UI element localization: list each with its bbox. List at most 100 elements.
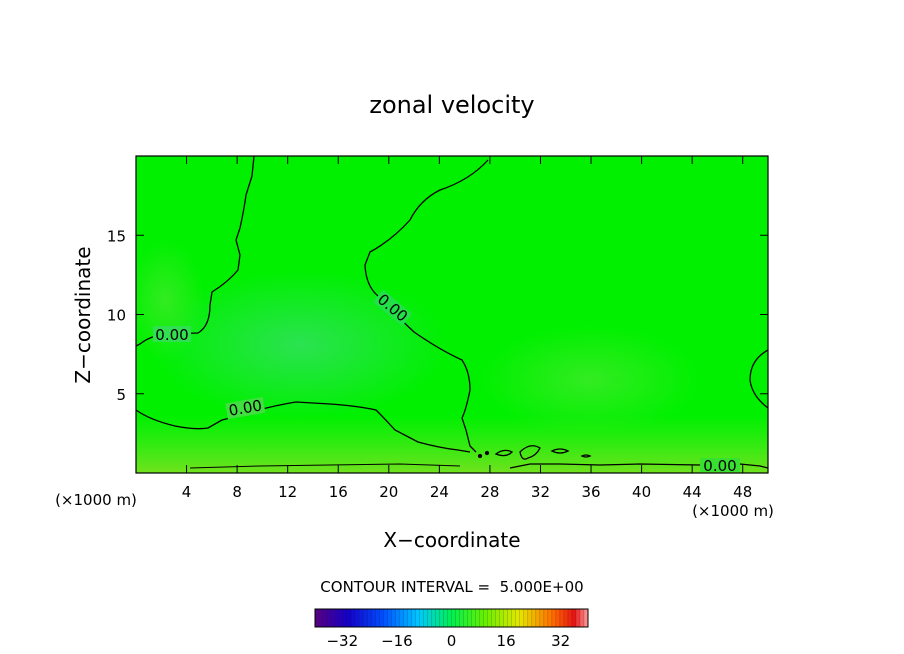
- colorbar-swatch: [511, 609, 517, 627]
- colorbar-swatch: [435, 609, 440, 627]
- colorbar-swatch: [475, 609, 480, 627]
- colorbar-tick-label: −32: [326, 632, 358, 650]
- field-shade-bottom: [136, 415, 768, 473]
- colorbar-swatch: [523, 609, 529, 627]
- x-tick-label: 40: [632, 483, 651, 501]
- colorbar-swatch: [515, 609, 521, 627]
- colorbar-swatch: [355, 609, 360, 627]
- colorbar-swatch: [575, 609, 581, 627]
- colorbar-swatch: [459, 609, 464, 627]
- colorbar-swatch: [547, 609, 553, 627]
- colorbar-swatch: [387, 609, 392, 627]
- colorbar-swatch: [323, 609, 328, 627]
- colorbar-swatch: [343, 609, 348, 627]
- colorbar-swatch: [347, 609, 352, 627]
- contour-dot-1: [477, 453, 483, 459]
- contour-right-edge: [749, 349, 768, 409]
- colorbar-swatch: [463, 609, 468, 627]
- colorbar-swatch: [455, 609, 460, 627]
- y-axis-ticks: 5 10 15: [107, 227, 768, 404]
- x-tick-label: 4: [182, 483, 192, 501]
- y-axis-label: Z−coordinate: [71, 246, 95, 383]
- colorbar-swatch: [439, 609, 444, 627]
- colorbar-swatch: [399, 609, 404, 627]
- colorbar-swatch: [451, 609, 456, 627]
- colorbar-swatch: [363, 609, 368, 627]
- y-tick-label: 10: [107, 307, 126, 325]
- x-tick-label: 24: [430, 483, 449, 501]
- colorbar-swatch: [571, 609, 577, 627]
- colorbar-swatch: [431, 609, 436, 627]
- colorbar-frame: [314, 608, 589, 628]
- colorbar-swatch: [359, 609, 364, 627]
- contour-blob-4: [580, 454, 592, 458]
- colorbar-swatch: [407, 609, 412, 627]
- colorbar-swatch: [559, 609, 565, 627]
- x-tick-label: 32: [531, 483, 550, 501]
- colorbar-swatch: [415, 609, 420, 627]
- colorbar-swatch: [391, 609, 396, 627]
- colorbar-swatch: [519, 609, 525, 627]
- y-tick-label: 15: [107, 227, 126, 245]
- x-axis-unit-left: (×1000 m): [55, 491, 137, 509]
- contour-center: [364, 159, 489, 453]
- colorbar-swatch: [503, 609, 509, 627]
- colorbar-swatch: [411, 609, 416, 627]
- colorbar-swatch: [327, 609, 332, 627]
- contour-lower: [136, 401, 471, 453]
- colorbar-swatch: [379, 609, 384, 627]
- colorbar-swatch: [371, 609, 376, 627]
- colorbar-swatch: [443, 609, 448, 627]
- colorbar-swatch: [579, 609, 585, 627]
- colorbar-tick-label: −16: [381, 632, 413, 650]
- x-tick-label: 12: [278, 483, 297, 501]
- x-tick-label: 36: [581, 483, 600, 501]
- x-tick-label: 44: [683, 483, 702, 501]
- colorbar-tick-label: 16: [497, 632, 516, 650]
- colorbar-swatch: [351, 609, 356, 627]
- colorbar-swatch: [339, 609, 344, 627]
- colorbar-swatch: [531, 609, 537, 627]
- x-tick-label: 48: [733, 483, 752, 501]
- colorbar-swatch: [527, 609, 533, 627]
- colorbar-swatch: [507, 609, 513, 627]
- colorbar-swatch: [491, 609, 496, 627]
- colorbar-swatch: [423, 609, 428, 627]
- colorbar-swatch: [331, 609, 336, 627]
- colorbar-swatch: [563, 609, 569, 627]
- x-tick-label: 16: [329, 483, 348, 501]
- colorbar-swatch: [447, 609, 452, 627]
- colorbar-swatch: [483, 609, 488, 627]
- colorbar-swatch: [479, 609, 484, 627]
- plot-area: 0.00 0.00 0.00 0.00: [136, 156, 768, 473]
- colorbar: [315, 609, 589, 627]
- x-axis-ticks: 4 8 12 16 20 24 28 32 36 40 44 48: [182, 156, 752, 501]
- contour-blob-1: [494, 449, 514, 457]
- colorbar-swatch: [319, 609, 324, 627]
- colorbar-tick-label: 32: [551, 632, 570, 650]
- contour-dot-2: [484, 450, 490, 456]
- colorbar-swatch: [315, 609, 320, 627]
- colorbar-swatch: [403, 609, 408, 627]
- colorbar-swatch: [543, 609, 549, 627]
- colorbar-swatch: [427, 609, 432, 627]
- colorbar-swatch: [539, 609, 545, 627]
- colorbar-tick-label: 0: [447, 632, 457, 650]
- colorbar-ticks: −32 −16 0 16 32: [326, 632, 570, 650]
- colorbar-swatch: [499, 609, 504, 627]
- colorbar-swatch: [555, 609, 561, 627]
- y-tick-label: 5: [116, 386, 126, 404]
- x-tick-label: 8: [232, 483, 242, 501]
- x-axis-label: X−coordinate: [383, 528, 520, 552]
- contour-interval-label: CONTOUR INTERVAL = 5.000E+00: [320, 578, 583, 596]
- chart-title: zonal velocity: [369, 91, 534, 119]
- colorbar-swatch: [375, 609, 380, 627]
- colorbar-swatch: [583, 609, 589, 627]
- field-shade-center: [150, 270, 450, 420]
- x-tick-label: 20: [379, 483, 398, 501]
- contour-label-left: 0.00: [155, 326, 188, 344]
- field-shade-right: [480, 325, 700, 435]
- contour-blob-2: [519, 445, 541, 460]
- colorbar-swatch: [383, 609, 388, 627]
- colorbar-swatch: [419, 609, 424, 627]
